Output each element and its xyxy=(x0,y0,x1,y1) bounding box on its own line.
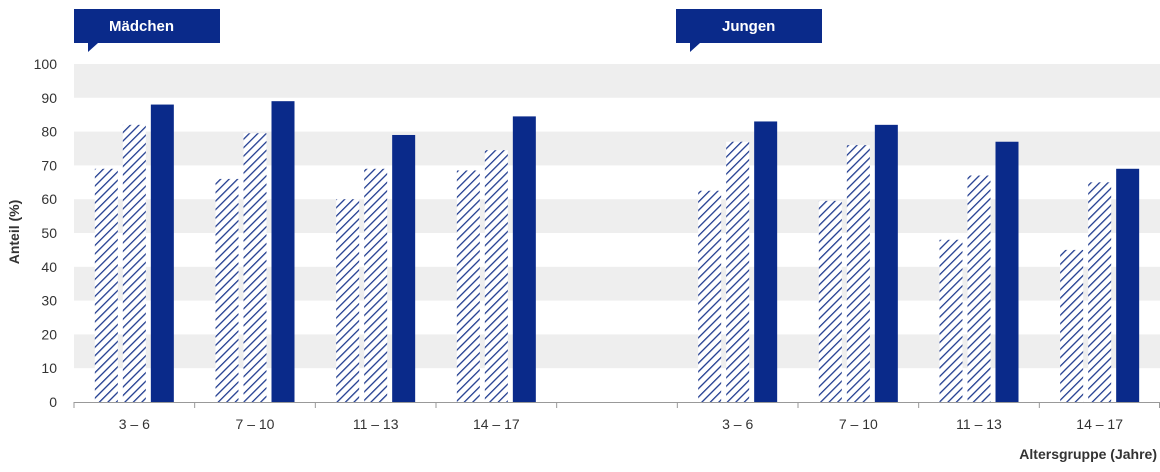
bar xyxy=(122,124,146,402)
y-tick-label: 80 xyxy=(41,124,57,140)
grid-band xyxy=(74,64,1160,98)
y-tick-label: 40 xyxy=(41,259,57,275)
bar xyxy=(939,239,963,402)
bar xyxy=(243,133,267,403)
bar xyxy=(726,141,750,403)
y-axis-ticks: 0 10 20 30 40 50 60 70 80 90 100 xyxy=(34,56,58,410)
bars xyxy=(94,101,1140,403)
y-tick-label: 100 xyxy=(34,56,58,72)
bar xyxy=(215,178,239,402)
x-tick-label: 3 – 6 xyxy=(722,416,753,432)
y-tick-label: 90 xyxy=(41,90,57,106)
group-title-box: Jungen xyxy=(676,9,822,52)
group-title-background xyxy=(74,9,220,43)
y-tick-label: 70 xyxy=(41,157,57,173)
x-tick-label: 7 – 10 xyxy=(839,416,878,432)
bar xyxy=(364,168,388,402)
group-title-box: Mädchen xyxy=(74,9,220,52)
bar xyxy=(818,200,842,402)
bar xyxy=(1060,249,1084,402)
y-tick-label: 10 xyxy=(41,360,57,376)
bar xyxy=(150,104,174,402)
group-title-pointer xyxy=(88,43,98,52)
bar xyxy=(967,175,991,402)
x-axis: 3 – 6 7 – 10 11 – 13 14 – 17 3 – 6 7 – 10 11 –… xyxy=(73,402,1160,432)
x-tick-label: 7 – 10 xyxy=(236,416,275,432)
bar xyxy=(271,101,295,403)
y-tick-label: 30 xyxy=(41,293,57,309)
bar xyxy=(1116,168,1140,402)
bar xyxy=(456,170,480,402)
x-axis-title: Altersgruppe (Jahre) xyxy=(1019,446,1157,462)
y-tick-label: 20 xyxy=(41,326,57,342)
x-tick-label: 3 – 6 xyxy=(119,416,150,432)
group-titles: Mädchen Jungen xyxy=(74,9,822,52)
x-tick-label: 11 – 13 xyxy=(353,416,399,432)
bar xyxy=(392,134,416,403)
x-tick-label: 14 – 17 xyxy=(1076,416,1123,432)
group-title: Jungen xyxy=(722,18,775,35)
y-tick-label: 0 xyxy=(49,394,57,410)
group-title-pointer xyxy=(690,43,700,52)
bar xyxy=(846,145,870,402)
x-tick-label: 11 – 13 xyxy=(956,416,1002,432)
y-tick-label: 50 xyxy=(41,225,57,241)
bar xyxy=(874,124,898,402)
x-tick-label: 14 – 17 xyxy=(473,416,520,432)
bar xyxy=(995,141,1019,403)
bar xyxy=(754,121,778,403)
y-tick-label: 60 xyxy=(41,191,57,207)
bar xyxy=(512,116,536,402)
bar xyxy=(336,199,360,402)
bar xyxy=(1088,182,1112,402)
group-title-background xyxy=(676,9,822,43)
bar xyxy=(484,150,508,402)
group-title: Mädchen xyxy=(109,18,174,35)
y-axis-title: Anteil (%) xyxy=(6,200,22,265)
bar xyxy=(698,190,722,402)
bar xyxy=(94,168,118,402)
